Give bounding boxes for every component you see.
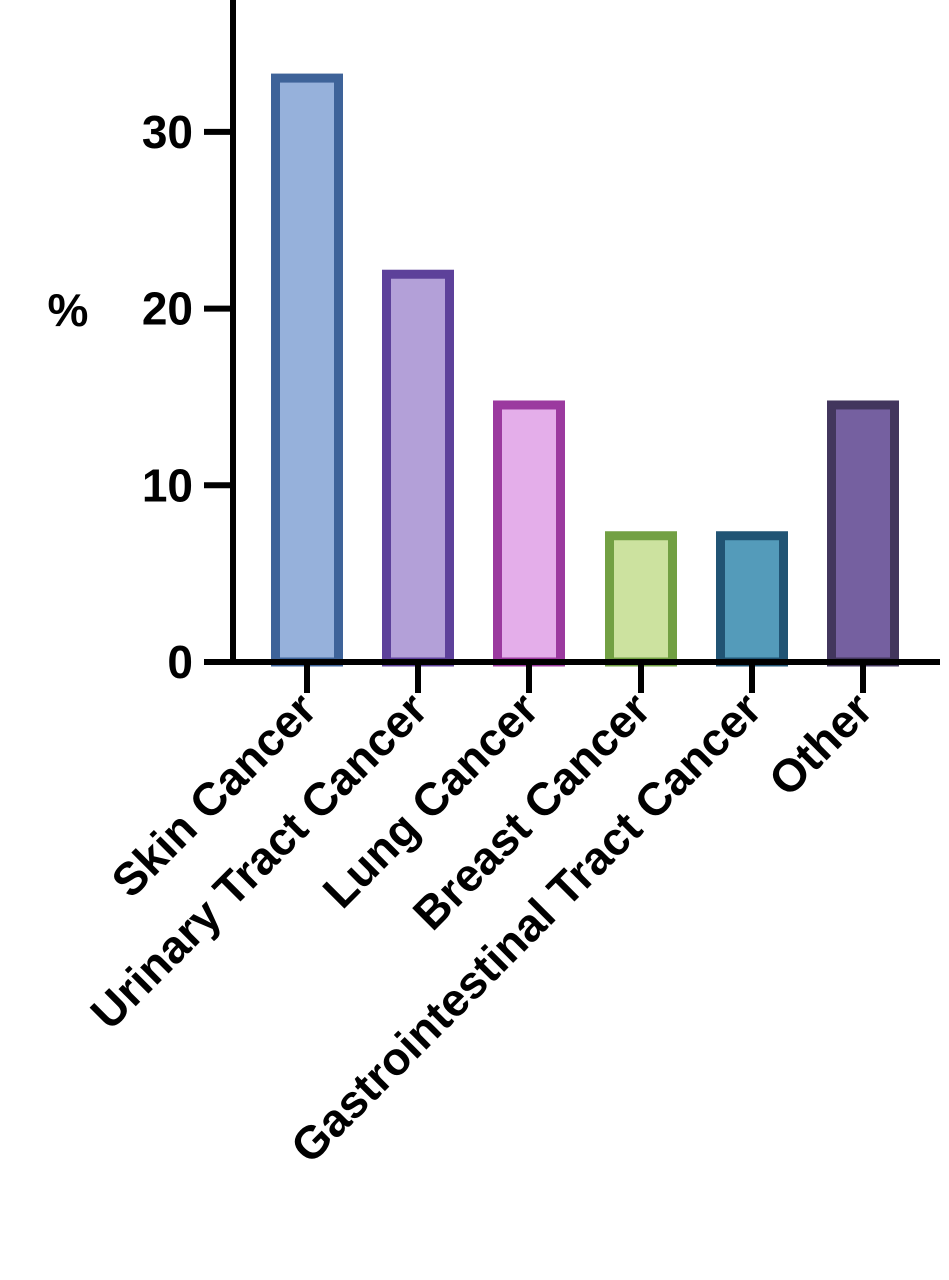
y-ticks-group: 0 10 20 30 xyxy=(142,106,233,688)
y-axis-label: % xyxy=(48,284,89,336)
bars-group xyxy=(271,73,899,667)
y-tick-label: 30 xyxy=(142,106,193,158)
x-tick-label: Other xyxy=(759,682,883,806)
axes-group xyxy=(204,0,940,665)
bar-gastrointestinal-tract-cancer xyxy=(716,531,788,667)
bar-other xyxy=(827,400,899,667)
y-tick-label: 20 xyxy=(142,283,193,335)
bar-breast-cancer xyxy=(605,531,677,667)
y-tick-label: 0 xyxy=(167,636,193,688)
bar-urinary-tract-cancer xyxy=(382,269,454,667)
bar-lung-cancer xyxy=(493,400,565,667)
y-tick-label: 10 xyxy=(142,459,193,511)
bar-skin-cancer xyxy=(271,73,343,667)
